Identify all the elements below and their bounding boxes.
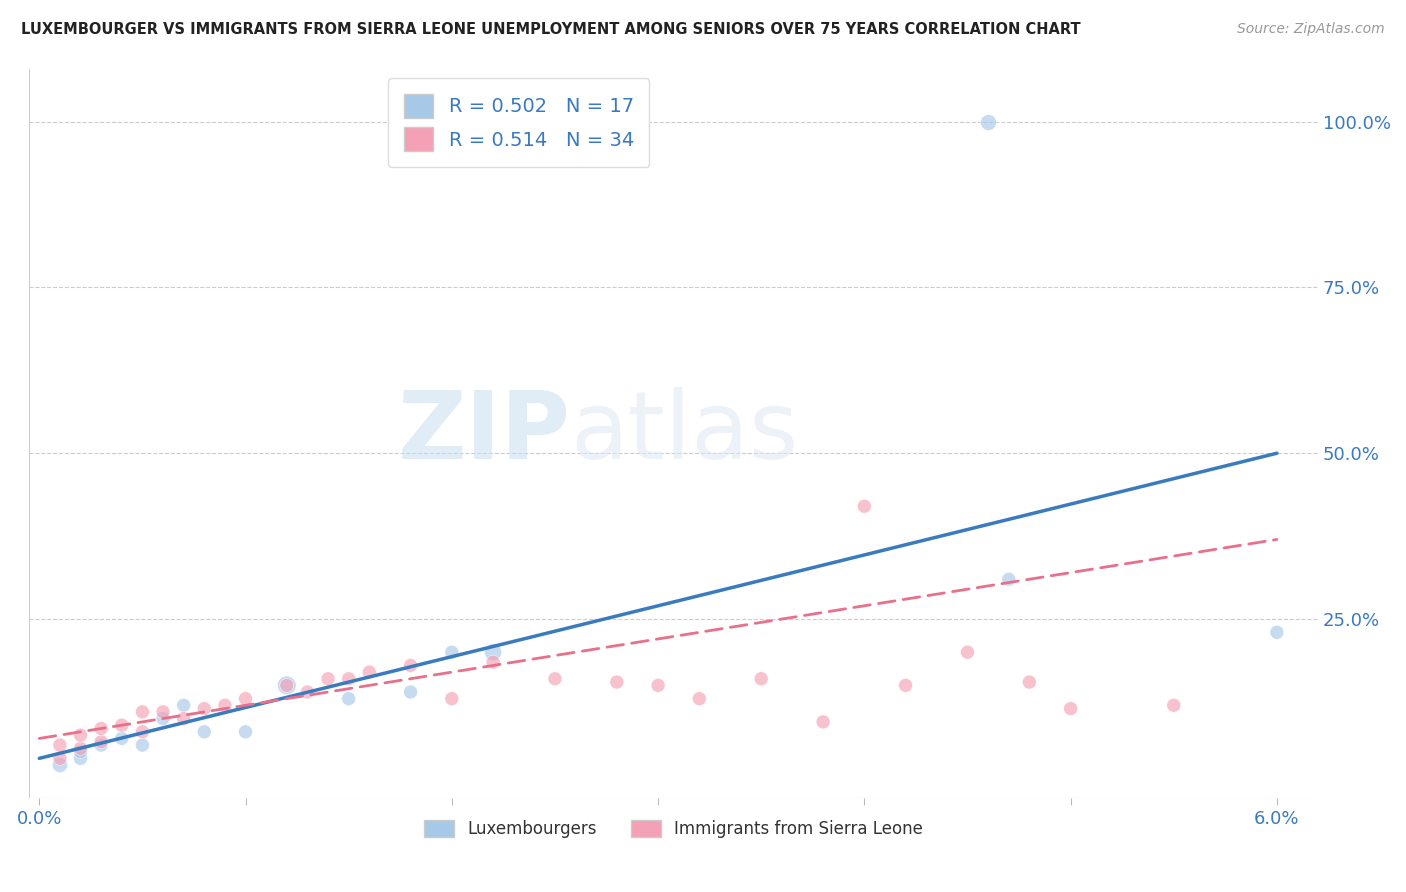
Text: atlas: atlas	[571, 387, 799, 479]
Point	[131, 724, 153, 739]
Point	[956, 645, 979, 659]
Point	[90, 738, 112, 752]
Point	[131, 738, 153, 752]
Point	[90, 735, 112, 749]
Point	[235, 724, 257, 739]
Point	[688, 691, 710, 706]
Point	[90, 722, 112, 736]
Point	[193, 701, 215, 715]
Point	[316, 672, 339, 686]
Text: Source: ZipAtlas.com: Source: ZipAtlas.com	[1237, 22, 1385, 37]
Point	[544, 672, 567, 686]
Point	[276, 678, 298, 692]
Point	[440, 691, 463, 706]
Point	[606, 675, 628, 690]
Point	[894, 678, 917, 692]
Point	[811, 714, 834, 729]
Text: ZIP: ZIP	[398, 387, 571, 479]
Point	[49, 751, 72, 765]
Point	[359, 665, 381, 679]
Legend: Luxembourgers, Immigrants from Sierra Leone: Luxembourgers, Immigrants from Sierra Le…	[418, 813, 929, 845]
Point	[152, 705, 174, 719]
Point	[276, 678, 298, 692]
Point	[297, 685, 319, 699]
Point	[235, 691, 257, 706]
Point	[482, 655, 505, 669]
Point	[173, 712, 195, 726]
Point	[749, 672, 772, 686]
Point	[399, 658, 422, 673]
Point	[69, 745, 91, 759]
Point	[49, 738, 72, 752]
Point	[337, 691, 360, 706]
Point	[977, 114, 1000, 128]
Point	[337, 672, 360, 686]
Point	[1018, 675, 1040, 690]
Point	[152, 712, 174, 726]
Point	[440, 645, 463, 659]
Point	[1059, 701, 1081, 715]
Point	[69, 741, 91, 756]
Point	[647, 678, 669, 692]
Point	[399, 685, 422, 699]
Point	[853, 500, 876, 514]
Point	[997, 572, 1019, 586]
Point	[482, 645, 505, 659]
Point	[214, 698, 236, 713]
Point	[1265, 625, 1288, 640]
Point	[69, 751, 91, 765]
Point	[173, 698, 195, 713]
Point	[1163, 698, 1185, 713]
Point	[131, 705, 153, 719]
Point	[49, 758, 72, 772]
Point	[111, 731, 134, 746]
Point	[193, 724, 215, 739]
Point	[111, 718, 134, 732]
Text: LUXEMBOURGER VS IMMIGRANTS FROM SIERRA LEONE UNEMPLOYMENT AMONG SENIORS OVER 75 : LUXEMBOURGER VS IMMIGRANTS FROM SIERRA L…	[21, 22, 1081, 37]
Point	[69, 728, 91, 742]
